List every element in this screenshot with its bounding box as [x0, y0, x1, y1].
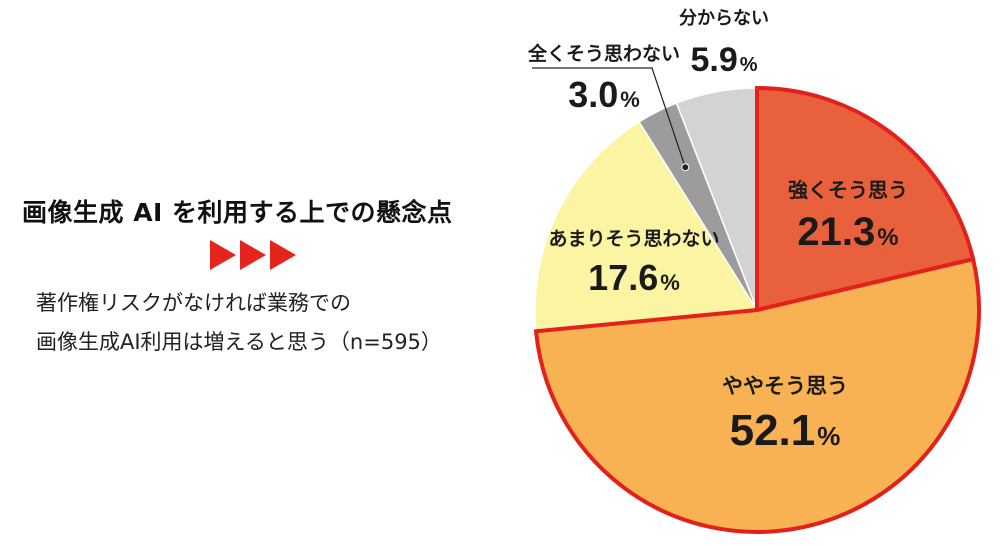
chart-title: 画像生成 AI を利用する上での懸念点 [22, 198, 453, 227]
slice-value-number-3: 17.6 [588, 257, 658, 298]
slice-value-unit-4: % [620, 87, 640, 112]
slice-value-number-4: 3.0 [568, 74, 618, 115]
arrow-3 [270, 240, 296, 270]
slice-label-2: ややそう思う [722, 374, 848, 398]
slice-value-number-1: 21.3 [797, 210, 875, 254]
triple-arrow-icon [210, 240, 296, 270]
arrow-1 [210, 240, 236, 270]
question-line-1: 著作権リスクがなければ業務での [36, 291, 351, 315]
slice-value-number-2: 52.1 [730, 406, 816, 455]
question-line-2: 画像生成AI利用は増えると思う（n=595） [36, 330, 442, 354]
pie-slices [533, 85, 981, 534]
question-text: 著作権リスクがなければ業務での 画像生成AI利用は増えると思う（n=595） [36, 284, 442, 362]
arrow-2 [240, 240, 266, 270]
slice-value-3: 17.6% [588, 257, 680, 298]
leader-line [532, 67, 690, 172]
slice-value-unit-3: % [660, 270, 680, 295]
slice-label-4: 全くそう思わない [527, 42, 680, 65]
slice-value-4: 3.0% [568, 74, 640, 115]
slice-value-unit-2: % [817, 421, 840, 451]
slice-value-number-5: 5.9 [690, 41, 737, 79]
slice-value-unit-1: % [877, 224, 898, 251]
slice-value-1: 21.3% [797, 210, 898, 254]
pie-slice-2 [533, 256, 981, 534]
slice-value-2: 52.1% [730, 406, 841, 455]
slice-value-5: 5.9% [690, 41, 757, 79]
slice-label-1: 強くそう思う [788, 178, 908, 202]
pie-slice-3 [534, 120, 759, 333]
slice-label-3: あまりそう思わない [548, 228, 719, 250]
pie-slice-1 [755, 85, 976, 313]
slice-value-unit-5: % [740, 54, 758, 76]
pie-labels: 強くそう思う 21.3% ややそう思う 52.1% あまりそう思わない 17.6% 全くそう… [527, 8, 908, 455]
slice-label-5: 分からない [679, 8, 769, 29]
